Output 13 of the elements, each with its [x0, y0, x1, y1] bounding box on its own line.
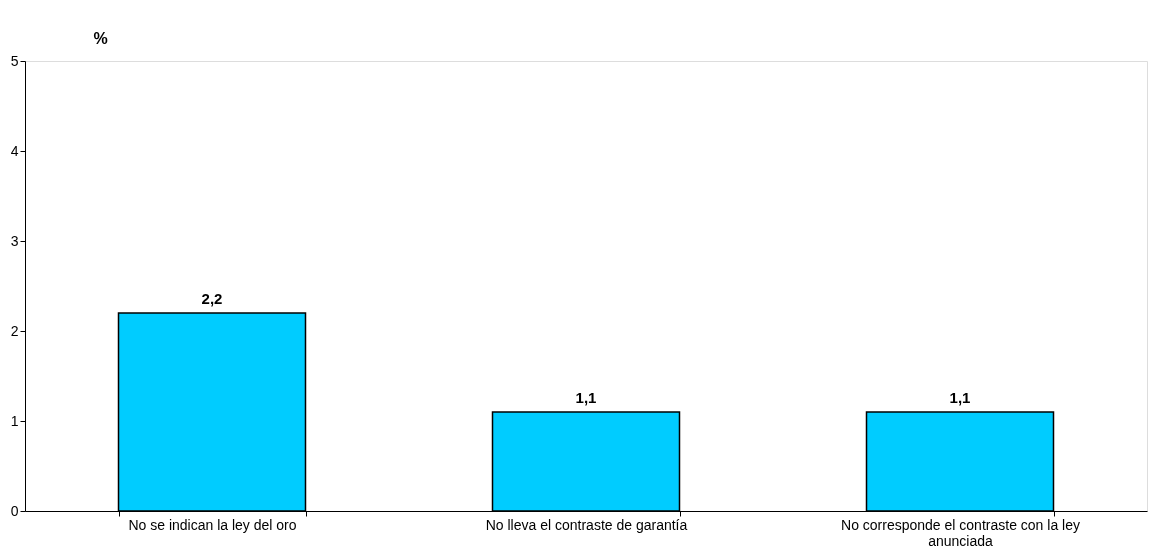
data-label: 1,1 — [949, 389, 971, 406]
y-tick-label: 2 — [10, 322, 19, 339]
x-tick-label: No se indican la ley del oro — [128, 516, 297, 533]
y-tick-label: 3 — [10, 232, 19, 249]
data-label: 1,1 — [575, 389, 597, 406]
x-tick-label: No lleva el contraste de garantía — [485, 516, 688, 533]
y-tick-label: 1 — [10, 412, 19, 429]
y-tick-label: 0 — [10, 502, 19, 519]
data-label: 2,2 — [201, 290, 223, 307]
y-tick-label: 5 — [10, 52, 19, 69]
x-tick-label: No corresponde el contraste con la ley anunciada — [841, 516, 1080, 549]
y-axis-title: % — [93, 29, 108, 47]
y-tick-label: 4 — [10, 142, 19, 159]
